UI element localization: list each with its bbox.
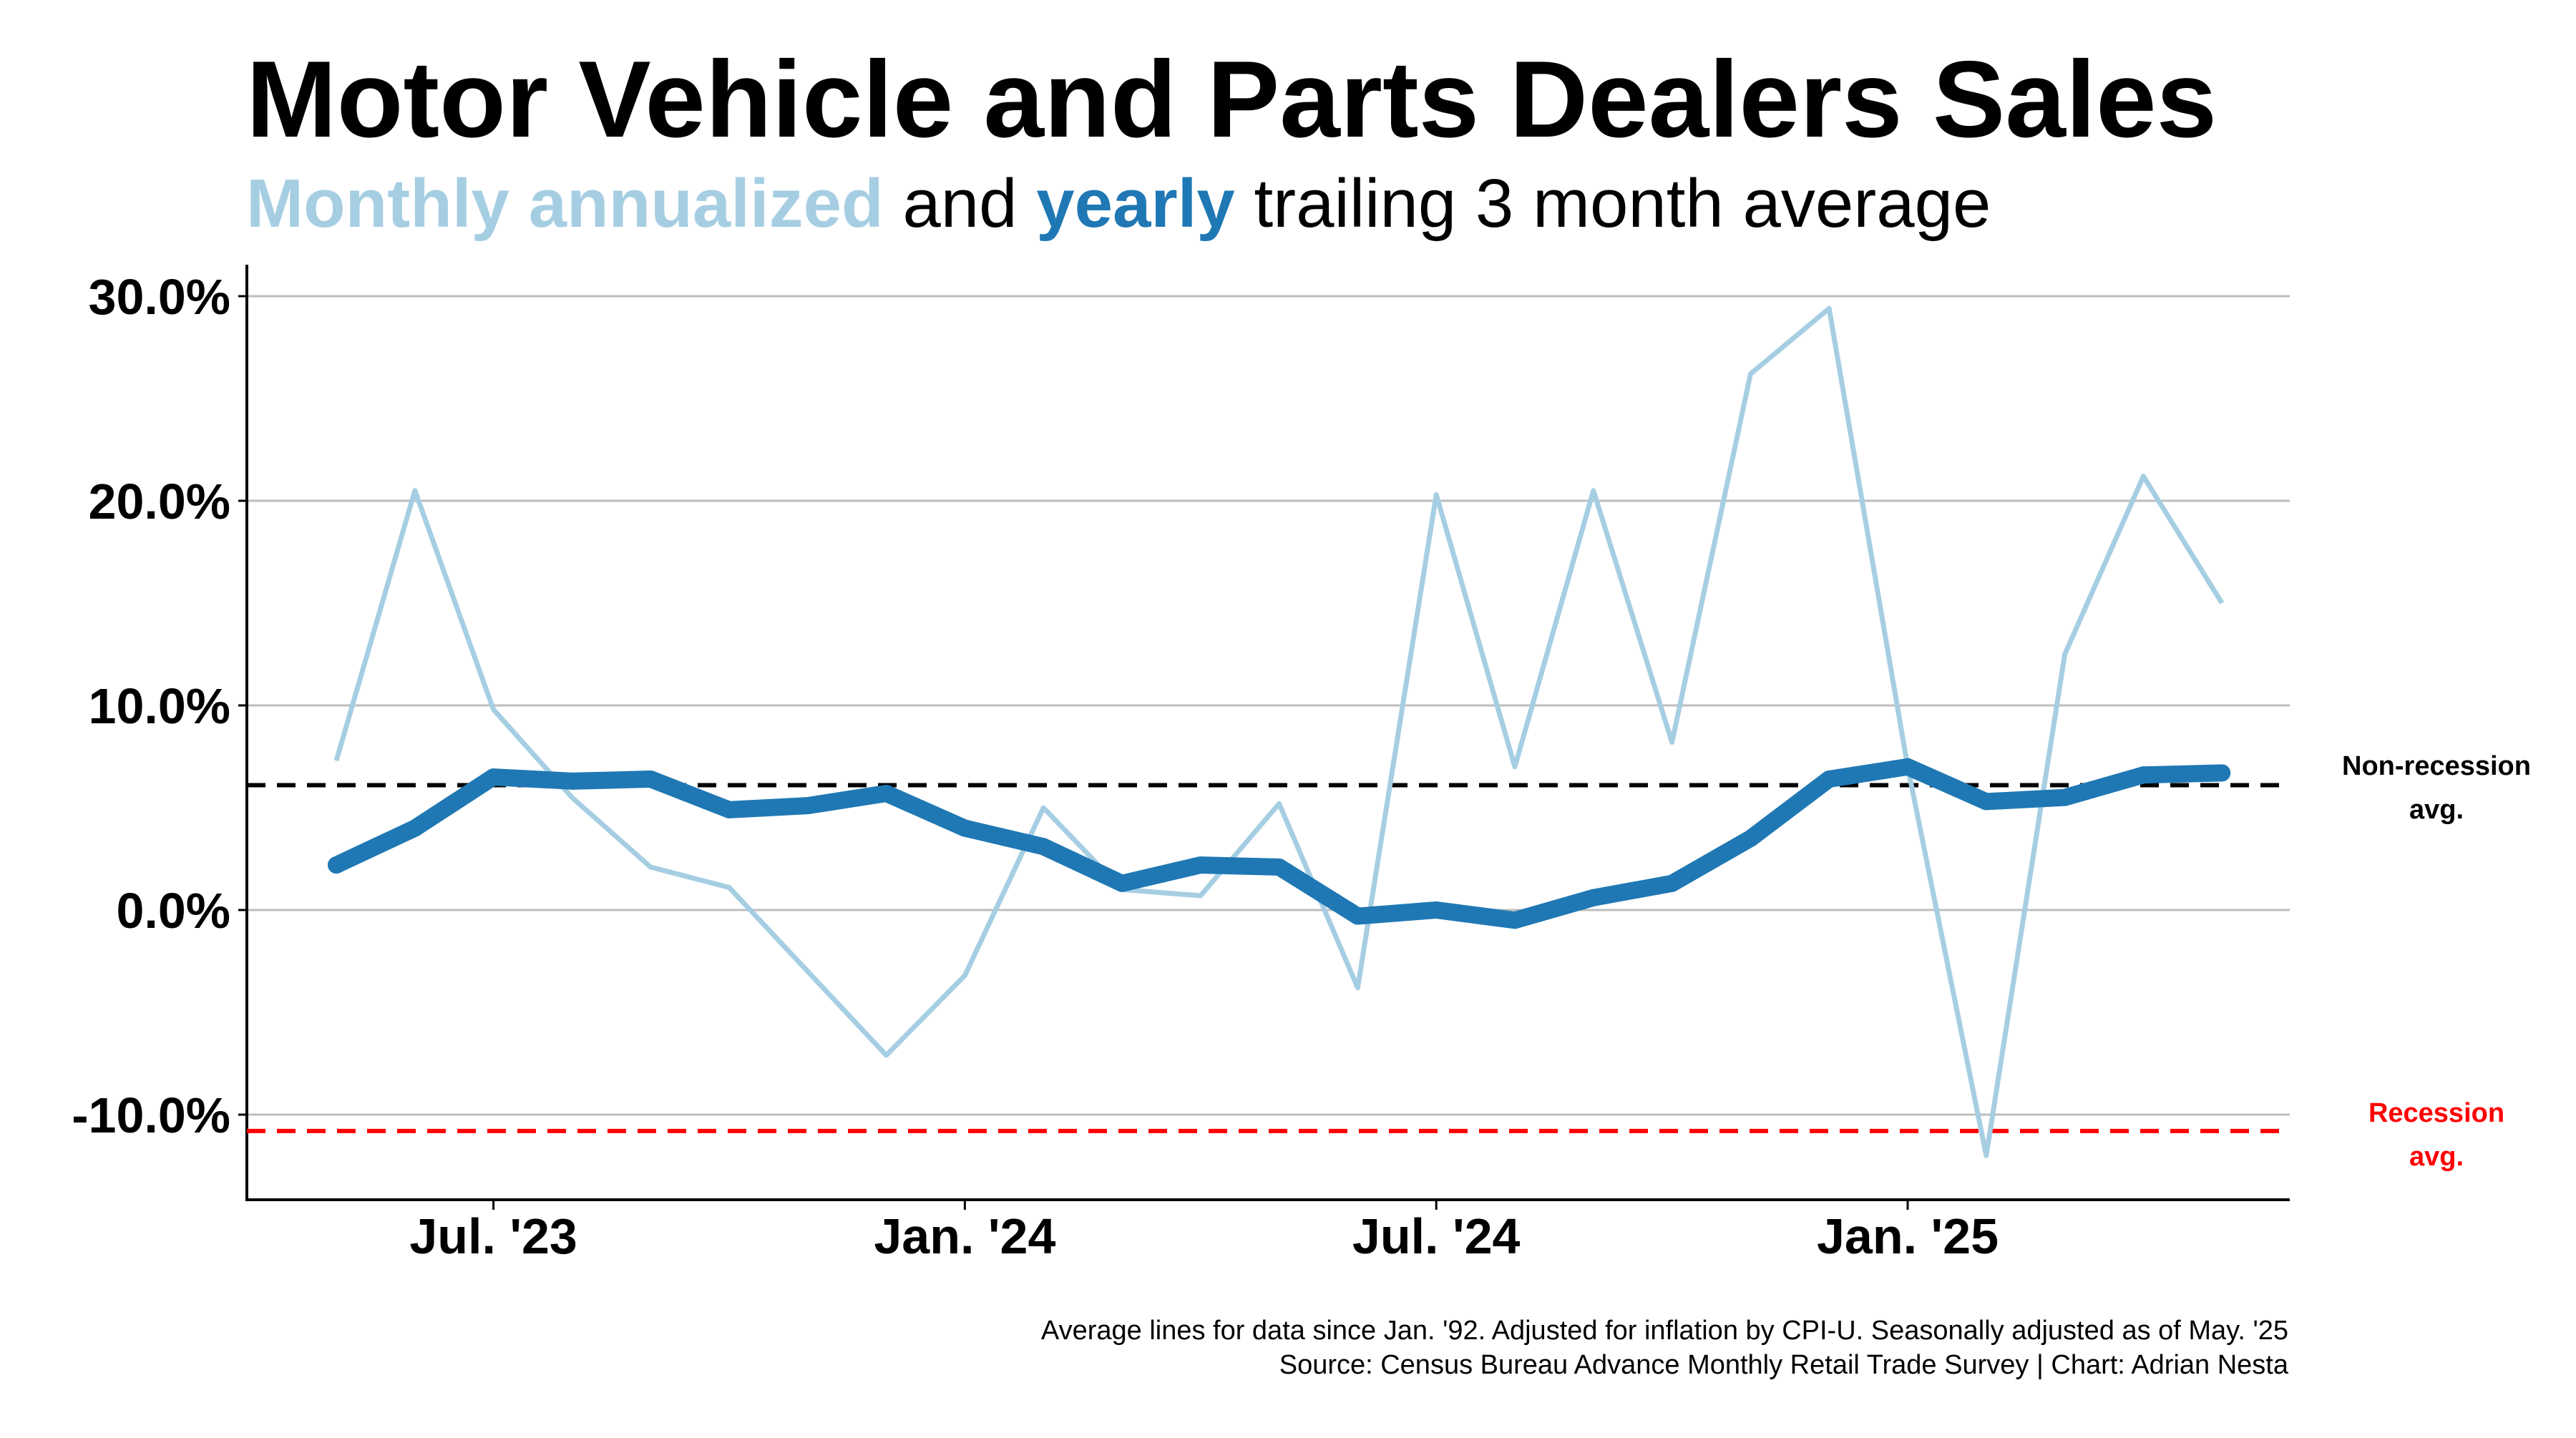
monthly-annualized-point xyxy=(648,864,653,869)
non-recession-label-line2: avg. xyxy=(2409,795,2464,825)
subtitle-yearly-label: yearly xyxy=(1036,165,1235,242)
yearly-trailing-avg-point xyxy=(1035,838,1053,856)
yearly-trailing-avg-point xyxy=(1584,889,1602,906)
monthly-annualized-point xyxy=(1669,740,1674,745)
footnote: Average lines for data since Jan. '92. A… xyxy=(1041,1314,2288,1383)
yearly-trailing-avg-point xyxy=(1349,907,1367,925)
non-recession-label-line1: Non-recession xyxy=(2342,751,2531,781)
monthly-annualized-point xyxy=(1198,893,1203,898)
reference-labels: Non-recession avg. Recession avg. xyxy=(2342,751,2531,1172)
subtitle-connector: and xyxy=(883,165,1037,242)
yearly-trailing-avg-point xyxy=(1113,874,1131,892)
yearly-trailing-avg-point xyxy=(1977,793,1995,811)
x-axis-ticks: Jul. '23 Jan. '24 Jul. '24 Jan. '25 xyxy=(409,1200,1999,1264)
monthly-annualized-point xyxy=(2062,652,2067,657)
recession-label-line1: Recession xyxy=(2368,1098,2504,1128)
yearly-trailing-avg-point xyxy=(1663,874,1681,892)
yearly-trailing-avg-point xyxy=(563,772,581,790)
yearly-trailing-avg-point xyxy=(642,770,660,788)
yearly-trailing-avg-point xyxy=(2056,788,2074,806)
monthly-annualized-point xyxy=(412,488,417,493)
monthly-annualized-point xyxy=(1748,371,1753,376)
x-tick-label: Jan. '24 xyxy=(874,1208,1055,1264)
yearly-trailing-avg-point xyxy=(721,801,738,818)
subtitle-monthly-label: Monthly annualized xyxy=(246,165,884,242)
yearly-trailing-avg-line xyxy=(328,758,2231,929)
monthly-annualized-line xyxy=(333,305,2225,1158)
yearly-trailing-avg-point xyxy=(1506,911,1523,929)
yearly-trailing-avg-point xyxy=(1428,901,1445,919)
yearly-trailing-avg-point xyxy=(1742,829,1760,847)
yearly-trailing-avg-point xyxy=(2213,764,2231,782)
monthly-annualized-point xyxy=(1041,806,1046,811)
monthly-annualized-point xyxy=(570,795,575,800)
yearly-trailing-avg-point xyxy=(2135,766,2152,784)
x-tick-label: Jul. '24 xyxy=(1352,1208,1521,1264)
yearly-trailing-avg-point xyxy=(956,819,974,837)
series-lines xyxy=(328,305,2231,1158)
monthly-annualized-point xyxy=(1355,985,1360,990)
gridlines xyxy=(247,295,2290,1116)
axes xyxy=(245,265,2290,1201)
x-tick-label: Jan. '25 xyxy=(1817,1208,1999,1264)
monthly-annualized-point xyxy=(727,885,732,890)
reference-lines xyxy=(247,783,2290,1133)
yearly-trailing-avg-point xyxy=(406,819,424,837)
y-tick-label: 30.0% xyxy=(89,269,230,325)
yearly-trailing-avg-point xyxy=(1820,770,1838,788)
yearly-trailing-avg-point xyxy=(799,797,816,815)
monthly-annualized-point xyxy=(2220,601,2225,606)
monthly-annualized-point xyxy=(1277,801,1282,806)
yearly-trailing-avg-point xyxy=(328,856,345,874)
subtitle-rest: trailing 3 month average xyxy=(1234,165,1991,242)
monthly-annualized-point xyxy=(334,758,339,763)
monthly-annualized-point xyxy=(1984,1153,1989,1158)
yearly-trailing-avg-point xyxy=(1191,856,1209,874)
monthly-annualized-point xyxy=(884,1053,889,1058)
monthly-annualized-point xyxy=(805,969,810,974)
monthly-annualized-point xyxy=(1827,306,1832,311)
footnote-line-2: Source: Census Bureau Advance Monthly Re… xyxy=(1279,1350,2288,1381)
chart-subtitle: Monthly annualized and yearly trailing 3… xyxy=(246,166,1991,242)
monthly-annualized-point xyxy=(1513,764,1518,769)
monthly-annualized-point xyxy=(1591,488,1596,493)
chart-title: Motor Vehicle and Parts Dealers Sales xyxy=(246,39,2218,160)
monthly-annualized-point xyxy=(1434,492,1439,497)
yearly-trailing-avg-point xyxy=(1899,758,1916,776)
y-tick-label: 10.0% xyxy=(89,678,230,734)
y-axis-ticks: 30.0% 20.0% 10.0% 0.0% -10.0% xyxy=(72,269,247,1143)
y-tick-label: 0.0% xyxy=(116,883,230,939)
y-tick-label: -10.0% xyxy=(72,1087,230,1143)
monthly-annualized-point xyxy=(2141,474,2146,479)
yearly-trailing-avg-point xyxy=(484,768,502,786)
y-tick-label: 20.0% xyxy=(89,474,230,529)
footnote-line-1: Average lines for data since Jan. '92. A… xyxy=(1040,1316,2288,1346)
x-tick-label: Jul. '23 xyxy=(409,1208,577,1264)
yearly-trailing-avg-point xyxy=(1270,858,1288,876)
monthly-annualized-point xyxy=(962,973,967,978)
yearly-trailing-avg-point xyxy=(877,784,895,802)
monthly-annualized-point xyxy=(491,707,496,712)
recession-label-line2: avg. xyxy=(2409,1142,2464,1172)
